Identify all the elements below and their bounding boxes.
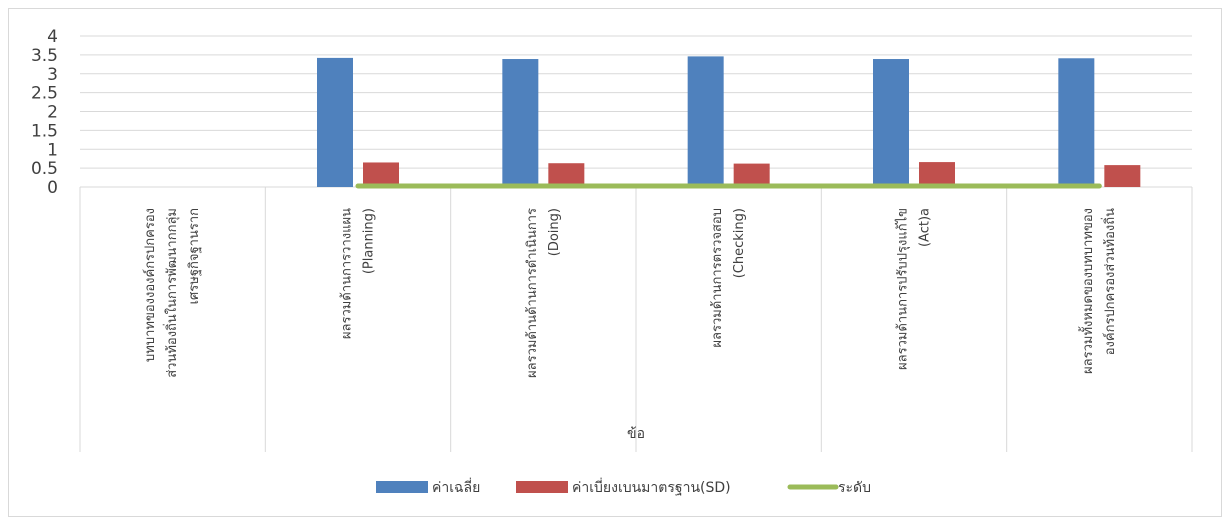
bar-series-1-cat-1 — [363, 162, 399, 187]
bar-series-1-cat-2 — [548, 163, 585, 187]
bar-series-0-cat-2 — [502, 59, 539, 188]
bar-series-1-cat-5 — [1104, 165, 1141, 187]
bar-series-0-cat-5 — [1058, 58, 1095, 188]
legend-swatch — [376, 481, 428, 493]
y-tick-label: 1.5 — [31, 121, 58, 141]
x-tick-label: (Act)a — [918, 208, 933, 247]
legend-entry: ระดับ — [838, 480, 871, 496]
x-tick-label: ส่วนท้องถิ่นในการพัฒนากกลุ่ม — [163, 208, 180, 378]
x-tick-label: (Planning) — [362, 208, 377, 274]
bar-series-0-cat-3 — [687, 56, 724, 188]
chart-frame — [8, 8, 1222, 517]
x-tick-label: (Doing) — [547, 208, 562, 256]
bar-series-1-cat-4 — [919, 162, 955, 187]
x-tick-label: (Checking) — [732, 208, 747, 278]
x-tick-label: เศรษฐกิจฐานราก — [187, 208, 202, 304]
y-tick-label: 0 — [47, 178, 58, 198]
y-tick-label: 1 — [47, 140, 58, 160]
y-tick-label: 0.5 — [31, 159, 58, 179]
x-tick-label: องค์กรปกครองส่วนท้องถิ่น — [1101, 208, 1118, 355]
x-tick-label: ผลรวมด้านการตรวจสอบ — [710, 208, 725, 348]
x-tick-label: ผลรวมด้านด้านการดำเนินการ — [525, 208, 540, 378]
x-tick-label: ผลรวมด้านการปรับปรุงแก้ไข — [895, 208, 911, 370]
legend-swatch — [516, 481, 568, 493]
y-tick-label: 4 — [47, 27, 58, 47]
bar-series-0-cat-1 — [317, 57, 353, 187]
y-tick-label: 2.5 — [31, 84, 58, 104]
y-tick-label: 3.5 — [31, 46, 58, 66]
legend-entry: ค่าเฉลี่ย — [432, 478, 480, 496]
x-tick-label: ผลรวมทั้งหมดของบทบาทของ — [1078, 208, 1096, 374]
bar-series-1-cat-3 — [733, 163, 770, 187]
x-tick-label: ผลรวมด้านการวางแผน — [340, 208, 355, 339]
legend-entry: ค่าเบี่ยงเบนมาตรฐาน(SD) — [572, 478, 731, 496]
x-tick-label: บทบาทของงองค์กรปกครอง — [142, 208, 158, 362]
y-tick-label: 2 — [47, 103, 58, 123]
y-tick-label: 3 — [47, 65, 58, 85]
bar-series-0-cat-4 — [873, 59, 909, 188]
x-axis-title: ข้อ — [627, 426, 645, 442]
